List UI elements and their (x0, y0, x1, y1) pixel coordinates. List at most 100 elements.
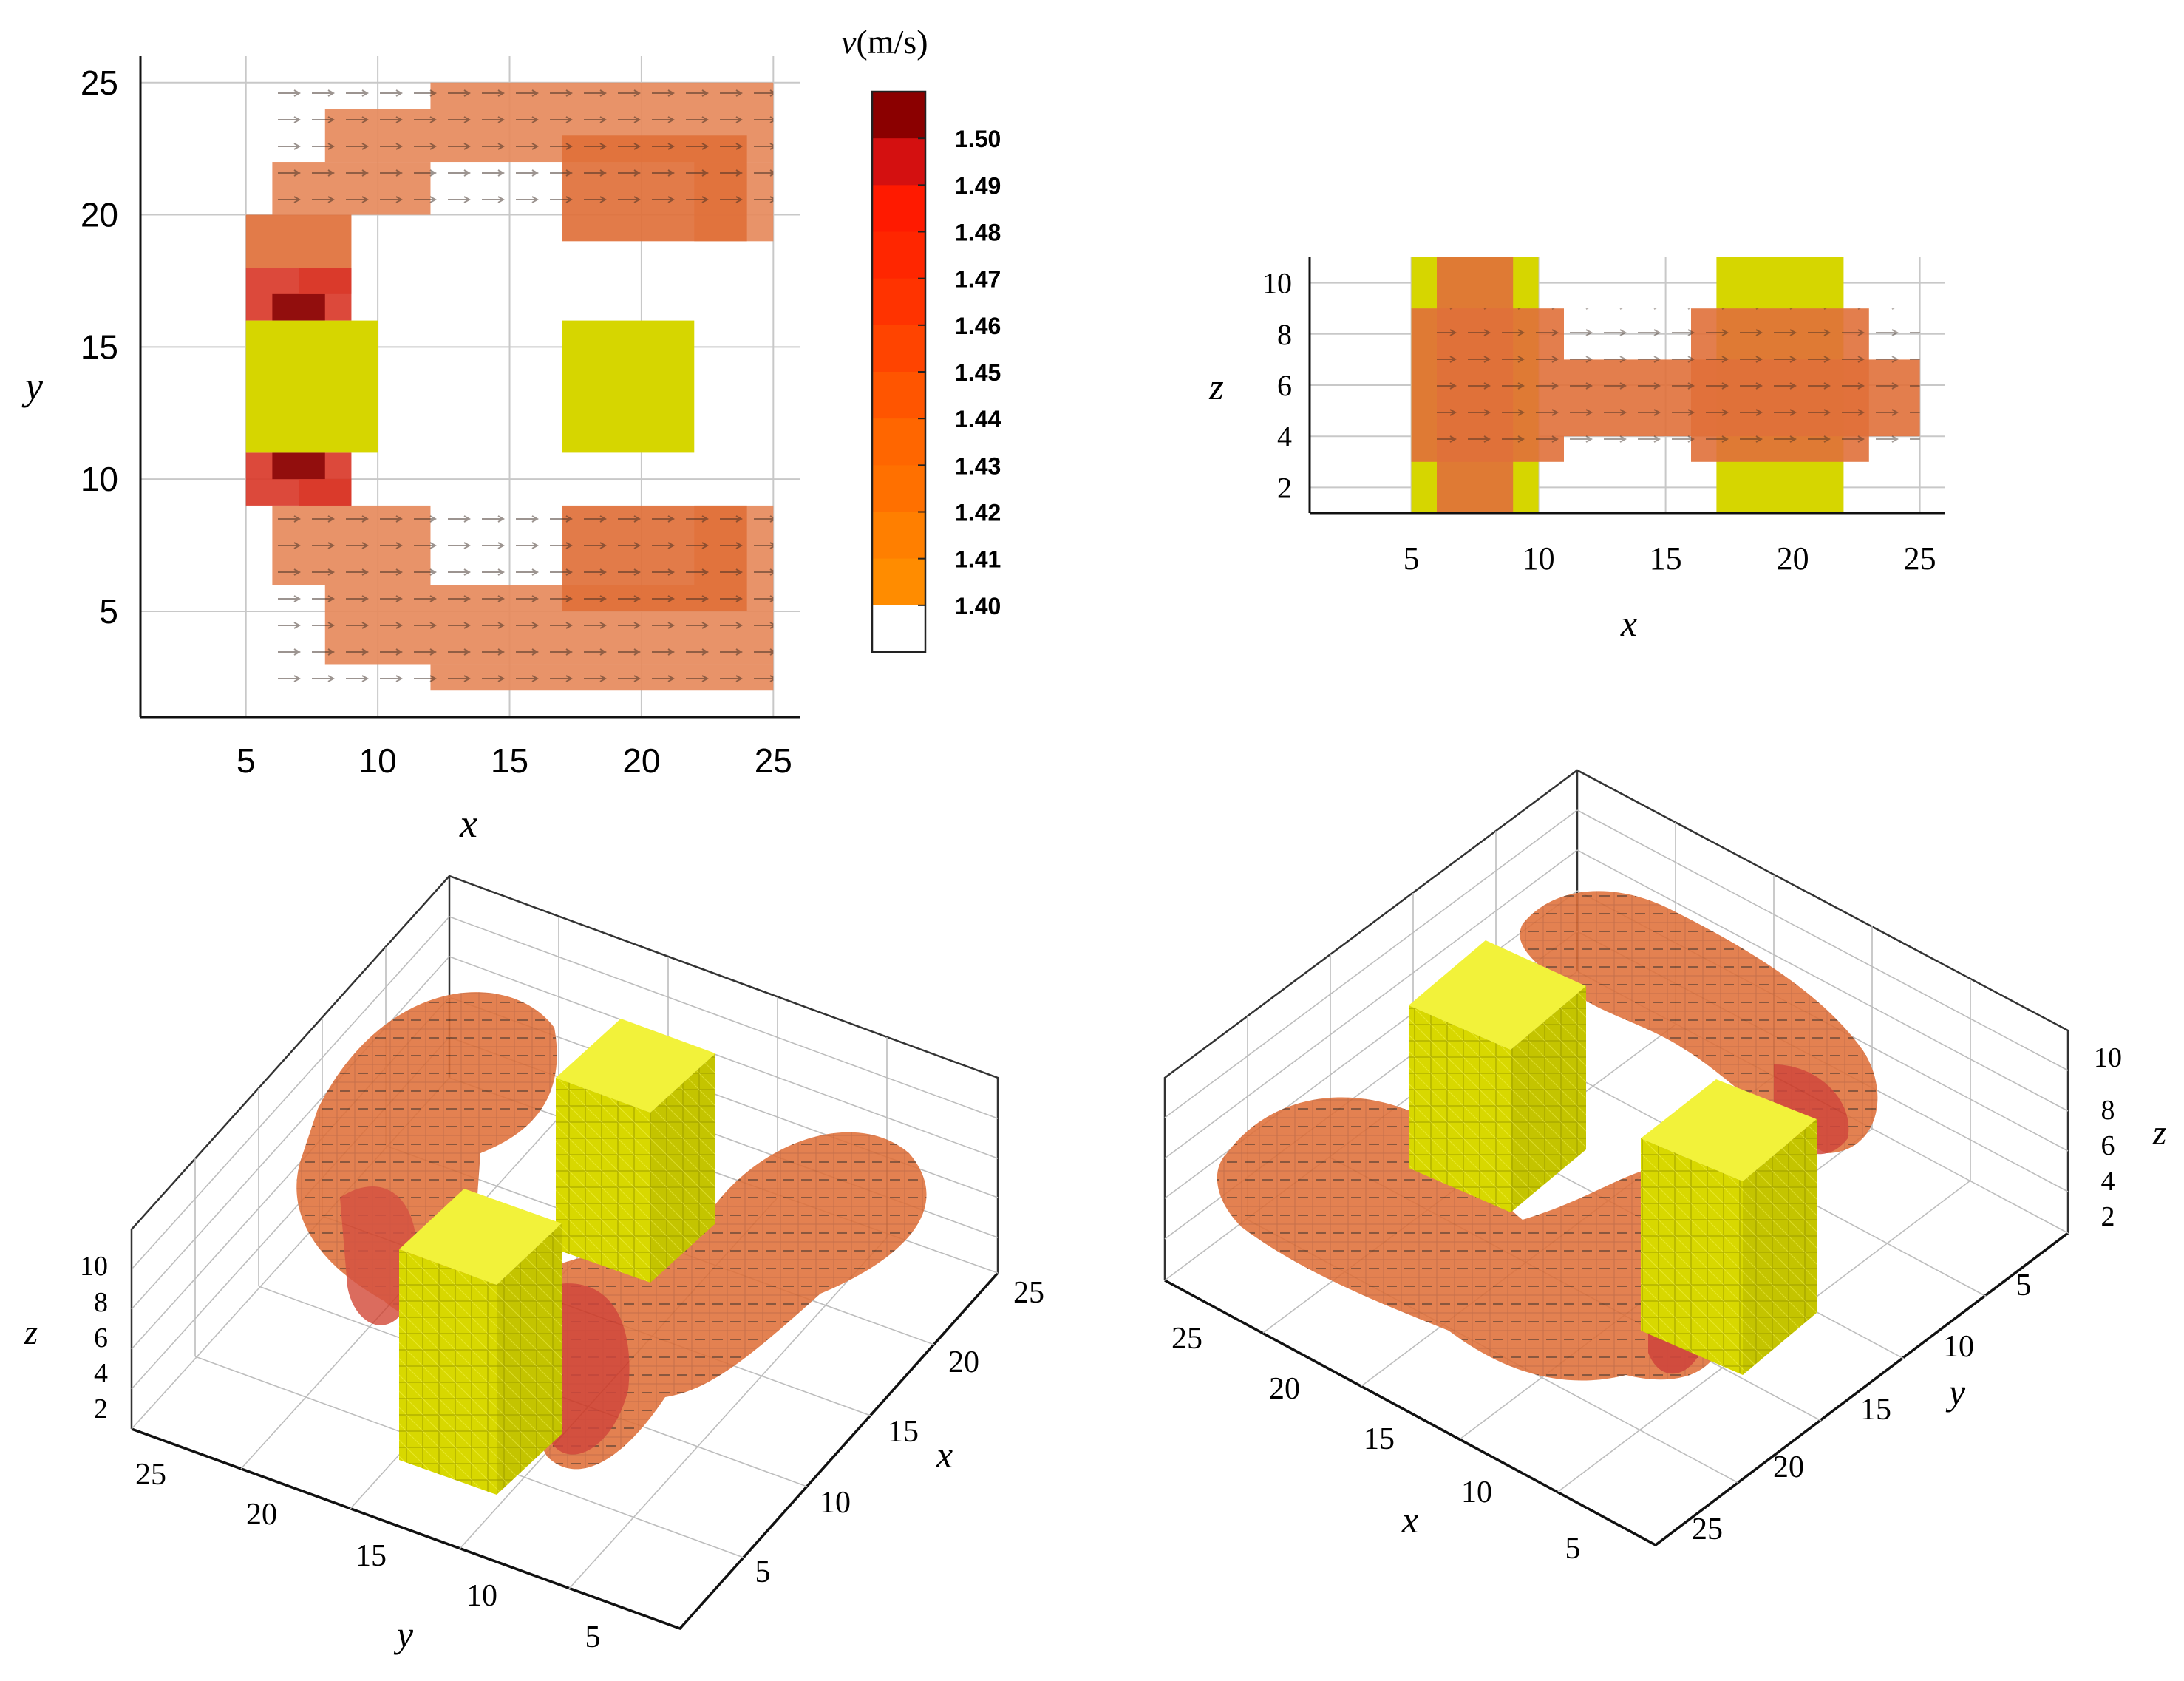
top-view-obstacles (245, 320, 695, 453)
3d-a-ztick-label: 6 (94, 1322, 108, 1354)
3d-b-xtick-label: 15 (1364, 1422, 1395, 1456)
colorbar-swatch (872, 138, 925, 186)
colorbar-swatch (872, 278, 925, 326)
3d-b-ztick-label: 8 (2101, 1095, 2115, 1126)
top-view-velocity-arrows (272, 505, 774, 691)
colorbar-level-label: 1.41 (955, 546, 1001, 573)
3d-b-ytick-label: 15 (1860, 1393, 1891, 1427)
front-view-axes: 5 10 15 20 25 2 4 6 8 10 (1262, 257, 1945, 577)
3d-a-xlabel: x (936, 1434, 953, 1475)
front-view-xtick-label: 15 (1650, 540, 1682, 577)
3d-b-xtick-label: 5 (1565, 1532, 1581, 1566)
3d-b-ytick-label: 10 (1943, 1330, 1974, 1364)
front-view-panel: 5 10 15 20 25 2 4 6 8 10 x z (1208, 257, 1945, 644)
colorbar-level-label: 1.42 (955, 500, 1001, 526)
3d-a-xtick-label: 25 (1013, 1276, 1044, 1310)
front-view-xtick-label: 25 (1904, 540, 1936, 577)
front-view-ztick-label: 8 (1277, 318, 1292, 351)
3d-a-ytick-label: 15 (356, 1539, 387, 1573)
colorbar-level-label: 1.48 (955, 220, 1001, 246)
3d-a-xtick-label: 20 (948, 1345, 979, 1379)
top-view-ytick-label: 5 (99, 592, 118, 631)
3d-a-obstacle-back (556, 1019, 715, 1283)
building-left (245, 320, 378, 453)
top-view-velocity-cell (299, 479, 352, 506)
3d-a-obstacle-front (399, 1189, 562, 1495)
colorbar-level-label: 1.40 (955, 593, 1001, 619)
top-view-ytick-label: 15 (81, 327, 118, 366)
colorbar-title-unit: (m/s) (856, 23, 928, 61)
3d-b-tick-labels: 2 4 6 8 10 5 10 15 20 25 5 10 15 20 25 (1171, 1042, 2122, 1566)
colorbar-swatch (872, 465, 925, 512)
colorbar-swatch (872, 605, 925, 653)
top-view-xtick-label: 20 (622, 741, 660, 780)
3d-b-xtick-label: 25 (1171, 1322, 1202, 1356)
building-right (562, 320, 695, 453)
3d-b-ytick-label: 20 (1773, 1450, 1804, 1484)
3d-a-ytick-label: 25 (135, 1458, 166, 1492)
3d-a-ytick-label: 20 (246, 1498, 277, 1532)
top-view-velocity-arrows (272, 82, 774, 215)
colorbar-level-label: 1.49 (955, 172, 1001, 199)
colorbar-level-label: 1.45 (955, 359, 1001, 386)
3d-view-a-panel: 2 4 6 8 10 5 10 15 20 25 5 10 15 20 25 z y x (24, 875, 1044, 1655)
top-view-velocity-cell (272, 293, 325, 321)
top-view-xtick-label: 5 (237, 741, 256, 780)
front-view-xtick-label: 20 (1777, 540, 1809, 577)
3d-a-xtick-label: 15 (888, 1415, 919, 1449)
colorbar-level-label: 1.43 (955, 452, 1001, 479)
3d-b-xlabel: x (1401, 1499, 1418, 1541)
top-view-velocity-cell (272, 452, 325, 480)
front-view-ztick-label: 10 (1262, 267, 1292, 300)
colorbar-level-label: 1.44 (955, 406, 1001, 432)
3d-b-ylabel: y (1945, 1371, 1966, 1413)
colorbar-swatch (872, 185, 925, 232)
3d-a-ztick-label: 8 (94, 1287, 108, 1318)
top-view-arrows (272, 82, 774, 691)
3d-a-ztick-label: 10 (80, 1251, 108, 1282)
top-view-xtick-label: 15 (491, 741, 528, 780)
3d-b-ztick-label: 4 (2101, 1166, 2115, 1197)
3d-b-ytick-label: 25 (1692, 1512, 1723, 1546)
3d-a-xtick-label: 5 (755, 1555, 771, 1589)
3d-b-ytick-label: 5 (2016, 1269, 2032, 1303)
top-view-velocity-cell (245, 214, 352, 268)
colorbar-swatch (872, 558, 925, 606)
colorbar-level-label: 1.46 (955, 313, 1001, 339)
colorbar-swatches (871, 90, 927, 653)
front-view-arrows (1437, 308, 1920, 462)
colorbar-swatch (872, 92, 925, 139)
colorbar-swatch (872, 325, 925, 373)
top-view-panel: 5 10 15 20 25 5 10 15 20 25 x y (21, 56, 800, 846)
top-view-axes: 5 10 15 20 25 5 10 15 20 25 (81, 56, 800, 780)
colorbar-level-label: 1.47 (955, 266, 1001, 293)
3d-a-ytick-label: 5 (585, 1620, 601, 1654)
3d-b-ztick-label: 6 (2101, 1130, 2115, 1161)
3d-a-tick-labels: 2 4 6 8 10 5 10 15 20 25 5 10 15 20 25 (80, 1251, 1044, 1654)
3d-b-xtick-label: 10 (1461, 1475, 1492, 1509)
colorbar-swatch (872, 372, 925, 419)
3d-view-b-panel: 2 4 6 8 10 5 10 15 20 25 5 10 15 20 25 z x y (1163, 769, 2167, 1566)
top-view-ytick-label: 20 (81, 196, 118, 234)
front-view-ztick-label: 6 (1277, 369, 1292, 402)
front-view-xlabel: x (1620, 602, 1637, 644)
3d-a-flow-voxels (296, 992, 927, 1470)
3d-b-obstacle-back (1409, 940, 1586, 1212)
front-view-ylabel: z (1208, 366, 1223, 407)
colorbar-swatch (872, 418, 925, 466)
top-view-xlabel: x (459, 801, 477, 846)
colorbar-title: v(m/s) (841, 23, 928, 61)
top-view-xtick-label: 25 (755, 741, 792, 780)
3d-a-zlabel: z (24, 1313, 38, 1352)
3d-b-obstacle-front (1641, 1079, 1817, 1375)
colorbar-labels: 1.50 1.49 1.48 1.47 1.46 1.45 1.44 1.43 1.42 1.41… (918, 126, 1001, 619)
front-view-ztick-label: 4 (1277, 420, 1292, 453)
top-view-xtick-label: 10 (359, 741, 397, 780)
3d-b-xtick-label: 20 (1269, 1372, 1300, 1406)
colorbar-title-var: v (841, 23, 857, 61)
3d-a-xtick-label: 10 (820, 1486, 851, 1520)
front-view-ztick-label: 2 (1277, 471, 1292, 504)
colorbar-swatch (872, 231, 925, 279)
top-view-ytick-label: 25 (81, 64, 118, 102)
